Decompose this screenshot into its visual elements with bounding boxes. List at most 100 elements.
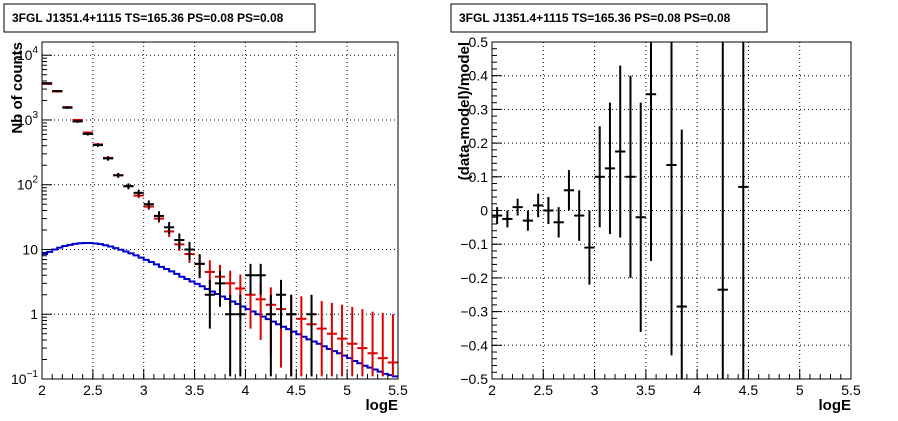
residual-errorbar-point (645, 42, 657, 262)
residual-errorbar-point (512, 198, 523, 216)
residual-x-tick-label: 4 (693, 382, 701, 398)
counts-x-tick-label: 4.5 (287, 382, 307, 398)
residual-y-tick-label: 0 (480, 203, 488, 219)
counts-errorbar-point (316, 301, 327, 377)
counts-errorbar-point (153, 211, 165, 222)
counts-errorbar-point (265, 294, 276, 377)
counts-x-tick-label: 3 (140, 382, 148, 398)
residual-x-tick-label: 3 (591, 382, 599, 398)
residual-y-tick-label: 0.5 (469, 34, 489, 50)
counts-errorbar-point (326, 302, 337, 377)
counts-y-tick-label: 104 (17, 45, 39, 63)
counts-axis-ticks: 2 2.5 3 3.5 4 4.5 5 5.5 10−1 1 10 102 103 104 (11, 45, 408, 398)
residual-errorbar-point (543, 197, 554, 224)
residual-errorbar-point (594, 126, 605, 228)
counts-x-tick-label: 2.5 (83, 382, 103, 398)
residual-y-axis-label: (data-model)/model (456, 42, 473, 180)
counts-panel: 3FGL J1351.4+1115 TS=165.36 PS=0.08 PS=0… (3, 3, 408, 414)
counts-errorbar-point (113, 172, 124, 178)
residual-errorbar-point (522, 210, 534, 231)
counts-errorbar-point (184, 241, 195, 260)
counts-errorbar-point (235, 294, 246, 377)
residual-errorbar-point (584, 210, 595, 285)
counts-y-tick-label: 10−1 (11, 369, 38, 387)
counts-errorbar-point (82, 132, 93, 136)
residual-x-tick-label: 5 (796, 382, 804, 398)
counts-errorbar-point (387, 314, 398, 377)
counts-x-tick-label: 4 (242, 382, 250, 398)
residual-x-tick-label: 3.5 (636, 382, 656, 398)
residual-x-tick-label: 5.5 (841, 382, 861, 398)
model-histogram (42, 241, 398, 378)
counts-x-tick-label: 5.5 (388, 382, 408, 398)
residual-y-tick-label: −0.4 (460, 337, 488, 353)
residual-errorbar-point (502, 210, 513, 228)
counts-errorbar-point (296, 296, 307, 377)
residual-errorbar-point (574, 190, 585, 241)
counts-x-axis-label: logE (366, 397, 399, 414)
counts-errorbar-point (164, 222, 175, 234)
counts-errorbar-point (103, 156, 114, 161)
residual-y-tick-label: −0.2 (460, 270, 488, 286)
residual-errorbar-point (563, 170, 575, 211)
residual-x-tick-label: 2 (488, 382, 496, 398)
residual-errorbar-point (635, 102, 646, 332)
residual-errorbar-point (533, 193, 544, 218)
counts-chart-title: 3FGL J1351.4+1115 TS=165.36 PS=0.08 PS=0… (12, 11, 284, 25)
residual-errorbar-point (625, 75, 636, 278)
residual-errorbar-point (717, 42, 728, 379)
counts-errorbar-point (204, 279, 215, 329)
residual-errorbar-point (738, 42, 749, 379)
counts-y-tick-label: 1 (30, 306, 38, 322)
residual-errorbar-point (492, 207, 503, 224)
counts-y-tick-label: 10 (22, 241, 38, 257)
residual-x-axis-label: logE (819, 397, 852, 414)
residual-errorbar-point (666, 42, 677, 356)
residual-title-box (450, 3, 768, 33)
counts-errorbar-point (62, 106, 73, 109)
counts-x-tick-label: 5 (343, 382, 351, 398)
counts-errorbar-point (123, 183, 134, 190)
counts-x-tick-label: 2 (38, 382, 46, 398)
model-step-line (42, 241, 398, 378)
residual-y-tick-label: −0.3 (460, 304, 488, 320)
counts-errorbar-point (214, 270, 226, 307)
residual-y-tick-label: −0.5 (460, 371, 488, 387)
residual-y-tick-label: −0.1 (460, 236, 488, 252)
residual-y-tick-label: 0.4 (469, 68, 489, 84)
counts-errorbar-point (347, 306, 358, 377)
residual-errorbars (492, 42, 749, 379)
counts-errorbar-point (245, 263, 256, 295)
counts-errorbar-point (357, 309, 368, 377)
residual-errorbar-point (553, 207, 564, 238)
counts-errorbar-point (225, 294, 236, 377)
residual-x-tick-label: 4.5 (739, 382, 759, 398)
residual-panel: 3FGL J1351.4+1115 TS=165.36 PS=0.08 PS=0… (450, 3, 861, 414)
counts-errorbar-point (92, 143, 104, 147)
residual-grid (492, 42, 851, 379)
residual-y-tick-label: 0.3 (469, 101, 489, 117)
residual-errorbar-point (676, 129, 687, 379)
residual-y-tick-label: 0.1 (469, 169, 489, 185)
counts-errorbar-point (133, 189, 144, 197)
model-errorbars (42, 82, 398, 377)
residual-errorbar-point (615, 65, 626, 238)
counts-y-tick-label: 103 (17, 110, 39, 128)
residual-errorbar-point (604, 102, 616, 235)
counts-errorbar-point (72, 119, 83, 123)
counts-errorbar-point (377, 312, 388, 377)
data-errorbars (42, 82, 317, 377)
residual-chart-title: 3FGL J1351.4+1115 TS=165.36 PS=0.08 PS=0… (459, 11, 731, 25)
residual-axis-ticks: 2 2.5 3 3.5 4 4.5 5 5.5 −0.5 −0.4 −0.3 −0.2 −0.1 0 0.1… (460, 34, 861, 398)
counts-errorbar-point (143, 200, 154, 209)
counts-errorbar-point (194, 254, 205, 279)
counts-errorbar-point (174, 233, 185, 249)
counts-errorbar-point (306, 294, 317, 377)
residual-y-tick-label: 0.2 (469, 135, 489, 151)
counts-errorbar-point (286, 294, 297, 377)
counts-errorbar-point (255, 263, 266, 295)
counts-errorbar-point (275, 279, 287, 329)
counts-plot-frame (41, 41, 399, 380)
counts-y-tick-label: 102 (17, 175, 39, 193)
